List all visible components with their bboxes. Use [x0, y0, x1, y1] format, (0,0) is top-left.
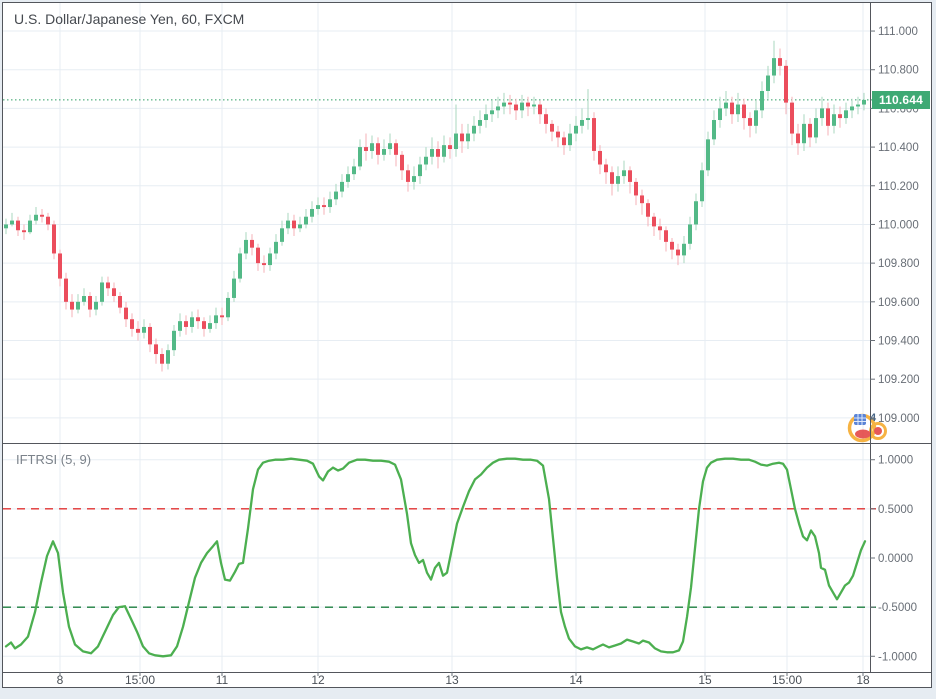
grid: [3, 3, 870, 672]
svg-text:110.000: 110.000: [878, 219, 919, 231]
svg-text:1.0000: 1.0000: [878, 455, 913, 467]
svg-text:0.5000: 0.5000: [878, 504, 913, 516]
svg-text:110.200: 110.200: [878, 181, 919, 193]
svg-text:109.000: 109.000: [878, 413, 920, 425]
pane-dividers: [3, 3, 931, 673]
last-price-badge: 110.644: [872, 90, 930, 109]
svg-text:110.800: 110.800: [878, 65, 919, 77]
price-axis[interactable]: 111.000110.800110.600110.400110.200110.0…: [870, 26, 920, 425]
indicator-axis[interactable]: 1.0000 0.5000 0.0000 -0.5000 -1.0000: [870, 455, 917, 664]
svg-text:15:00: 15:00: [125, 673, 155, 687]
svg-text:-1.0000: -1.0000: [878, 651, 917, 663]
svg-text:18: 18: [856, 673, 870, 687]
chart-canvas[interactable]: 4111.000110.800110.600110.400110.200110.…: [3, 3, 931, 687]
iftrsi-line: [4, 457, 867, 658]
mt4-logo-watermark[interactable]: 4: [847, 412, 887, 443]
chart-widget: 4 111.000 110.800 110.600 110.400 110.200 110.…: [2, 2, 932, 688]
time-axis[interactable]: 8 15:00 11 12 13 14 15 15:00 18: [57, 672, 870, 687]
svg-text:12: 12: [311, 673, 325, 687]
svg-text:8: 8: [57, 673, 64, 687]
svg-text:109.600: 109.600: [878, 297, 920, 309]
candlestick-series[interactable]: [4, 40, 866, 372]
svg-text:11: 11: [216, 673, 229, 687]
svg-text:110.400: 110.400: [878, 142, 919, 154]
svg-text:15:00: 15:00: [772, 673, 802, 687]
svg-text:111.000: 111.000: [878, 26, 918, 38]
svg-text:109.400: 109.400: [878, 335, 920, 347]
svg-text:13: 13: [445, 673, 459, 687]
svg-text:109.200: 109.200: [878, 374, 920, 386]
svg-text:15: 15: [698, 673, 712, 687]
svg-text:14: 14: [569, 673, 583, 687]
svg-text:109.800: 109.800: [878, 258, 920, 270]
svg-text:0.0000: 0.0000: [878, 553, 913, 565]
indicator-levels: [3, 508, 876, 608]
svg-text:-0.5000: -0.5000: [878, 602, 917, 614]
